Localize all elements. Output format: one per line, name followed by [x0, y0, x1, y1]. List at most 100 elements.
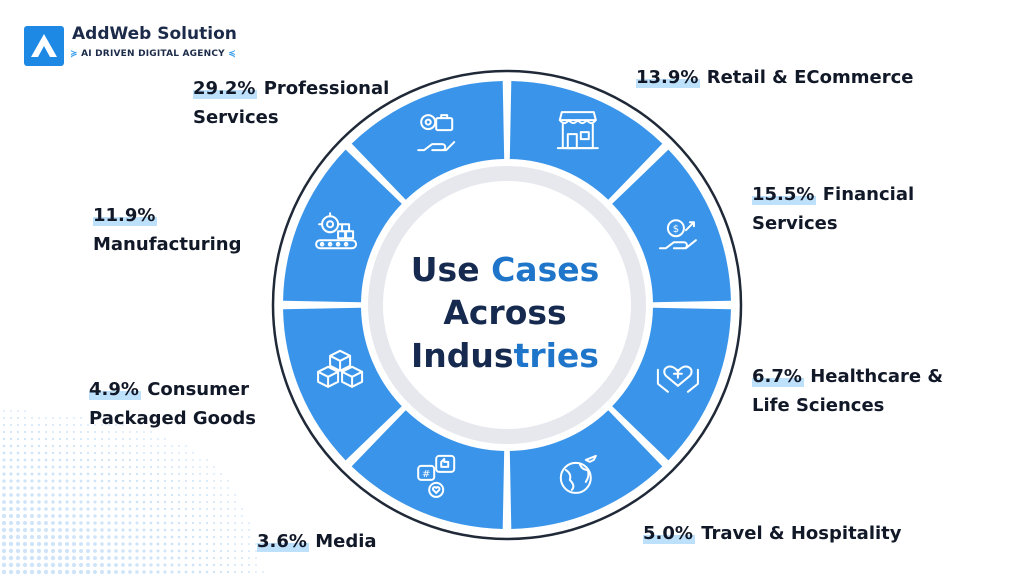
decor-dot	[156, 472, 160, 476]
decor-dot	[30, 437, 34, 441]
decor-dot	[226, 570, 230, 574]
decor-dot	[177, 549, 181, 553]
decor-dot	[135, 493, 139, 497]
decor-dot	[163, 479, 167, 483]
decor-dot	[72, 528, 76, 532]
tagline-left-mark: ≽	[70, 49, 78, 59]
decor-dot	[219, 528, 223, 532]
decor-dot	[128, 528, 132, 532]
decor-dot	[177, 507, 181, 511]
decor-dot	[178, 452, 180, 454]
decor-dot	[213, 494, 215, 496]
decor-dot	[213, 501, 215, 503]
decor-dot	[59, 424, 61, 426]
decor-dot	[107, 451, 111, 455]
label-financial: 15.5% Financial Services	[752, 184, 915, 234]
decor-dot	[22, 569, 28, 575]
decor-dot	[122, 424, 124, 426]
decor-dot	[100, 458, 104, 462]
decor-dot	[37, 486, 41, 490]
decor-dot	[107, 528, 111, 532]
pct-media: 3.6%	[257, 531, 309, 552]
decor-dot	[170, 493, 174, 497]
decor-dot	[170, 507, 174, 511]
decor-dot	[51, 507, 55, 511]
decor-dot	[29, 562, 35, 568]
decor-dot	[44, 472, 48, 476]
decor-dot	[219, 563, 223, 567]
decor-dot	[177, 563, 181, 567]
decor-dot	[226, 542, 230, 546]
decor-dot	[16, 444, 20, 448]
outer-ring	[271, 69, 743, 541]
decor-dot	[100, 437, 104, 441]
decor-dot	[100, 444, 104, 448]
decor-dot	[107, 549, 111, 553]
decor-dot	[24, 417, 26, 419]
decor-dot	[135, 500, 139, 504]
decor-dot	[198, 521, 202, 525]
decor-dot	[241, 550, 243, 552]
decor-dot	[177, 528, 181, 532]
decor-dot	[86, 486, 90, 490]
decor-dot	[205, 507, 209, 511]
decor-dot	[170, 500, 174, 504]
decor-dot	[121, 479, 125, 483]
decor-dot	[45, 417, 47, 419]
decor-dot	[58, 458, 62, 462]
decor-dot	[16, 493, 20, 497]
decor-dot	[37, 472, 41, 476]
decor-dot	[248, 571, 250, 573]
decor-dot	[135, 451, 139, 455]
decor-dot	[2, 486, 6, 490]
decor-dot	[115, 424, 117, 426]
decor-dot	[15, 534, 21, 540]
pct-travel: 5.0%	[643, 523, 695, 544]
decor-dot	[114, 549, 118, 553]
decor-dot	[16, 472, 20, 476]
decor-dot	[30, 458, 34, 462]
decor-dot	[248, 522, 250, 524]
decor-dot	[58, 500, 62, 504]
decor-dot	[100, 451, 104, 455]
decor-dot	[1, 569, 7, 575]
decor-dot	[52, 424, 54, 426]
decor-dot	[164, 445, 166, 447]
decor-dot	[128, 514, 132, 518]
decor-dot	[58, 521, 62, 525]
decor-dot	[157, 438, 159, 440]
decor-dot	[135, 570, 139, 574]
decor-dot	[206, 466, 208, 468]
decor-dot	[30, 465, 34, 469]
decor-dot	[198, 514, 202, 518]
decor-dot	[9, 458, 13, 462]
decor-dot	[37, 458, 41, 462]
decor-dot	[29, 555, 35, 561]
decor-dot	[142, 500, 146, 504]
decor-dot	[128, 542, 132, 546]
decor-dot	[241, 543, 243, 545]
decor-dot	[23, 479, 27, 483]
decor-dot	[79, 549, 83, 553]
decor-dot	[45, 424, 47, 426]
decor-dot	[184, 535, 188, 539]
decor-dot	[205, 556, 209, 560]
decor-dot	[9, 465, 13, 469]
decor-dot	[107, 458, 111, 462]
segment-retail	[509, 81, 663, 200]
decor-dot	[78, 562, 84, 568]
decor-dot	[93, 500, 97, 504]
decor-dot	[72, 493, 76, 497]
decor-dot	[59, 417, 61, 419]
decor-dot	[30, 472, 34, 476]
decor-dot	[58, 437, 62, 441]
decor-dot	[241, 529, 243, 531]
decor-dot	[57, 569, 63, 575]
decor-dot	[178, 459, 180, 461]
decor-dot	[93, 444, 97, 448]
decor-dot	[92, 569, 98, 575]
decor-dot	[156, 500, 160, 504]
decor-dot	[142, 465, 146, 469]
decor-dot	[157, 452, 159, 454]
decor-dot	[170, 542, 174, 546]
